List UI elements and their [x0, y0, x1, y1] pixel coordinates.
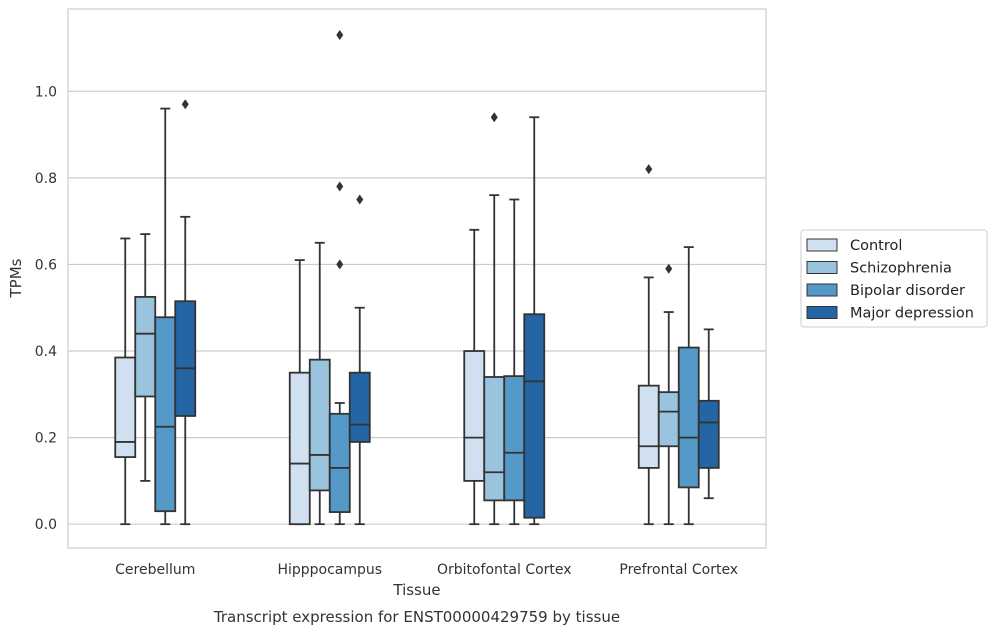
box-major-depression — [348, 194, 371, 526]
outlier-point — [336, 259, 344, 270]
legend: Control Schizophrenia Bipolar disorder Majo… — [800, 229, 988, 328]
y-tick-label: 0.6 — [35, 257, 57, 273]
box-schizophrenia — [308, 241, 331, 526]
box-schizophrenia — [657, 263, 680, 526]
box-iqr — [308, 358, 331, 492]
box-iqr — [328, 412, 351, 513]
box-bipolar-disorder — [503, 198, 526, 526]
y-axis-label: TPMs — [7, 258, 25, 298]
box-bipolar-disorder — [154, 107, 177, 526]
box-iqr — [697, 399, 720, 469]
box-iqr — [154, 316, 177, 513]
box-iqr — [174, 300, 197, 417]
box-bipolar-disorder — [328, 29, 351, 526]
box-control — [288, 259, 311, 526]
legend-label: Major depression — [850, 306, 974, 322]
box-iqr — [348, 371, 371, 443]
box-control — [637, 164, 660, 526]
outlier-point — [645, 164, 653, 175]
box-iqr — [677, 346, 700, 489]
x-tick-label: Hipppocampus — [277, 562, 382, 578]
box-groups — [114, 29, 720, 526]
x-axis-label: Tissue — [392, 581, 440, 599]
x-tick-label: Prefrontal Cortex — [619, 562, 738, 578]
y-tick-label: 0.0 — [35, 517, 57, 533]
legend-label: Control — [850, 238, 902, 254]
box-control — [114, 237, 137, 526]
box-iqr — [114, 356, 137, 458]
x-tick-label: Cerebellum — [115, 562, 195, 578]
legend-swatch — [806, 306, 838, 319]
x-tick-label: Orbitofontal Cortex — [437, 562, 572, 578]
box-iqr — [657, 391, 680, 448]
y-tick-labels: 0.0 0.2 0.4 0.6 0.8 1.0 — [35, 84, 57, 533]
outlier-point — [490, 112, 498, 123]
box-iqr — [288, 371, 311, 526]
box-iqr — [134, 295, 157, 398]
y-tick-label: 0.4 — [35, 344, 57, 360]
box-iqr — [523, 313, 546, 519]
box-major-depression — [174, 99, 197, 526]
y-tick-label: 1.0 — [35, 84, 57, 100]
box-major-depression — [697, 328, 720, 500]
legend-swatch — [806, 261, 838, 274]
outlier-point — [356, 194, 364, 205]
outlier-point — [665, 263, 673, 274]
outlier-point — [336, 29, 344, 40]
chart-caption: Transcript expression for ENST0000042975… — [213, 608, 620, 626]
plot-frame — [67, 8, 767, 549]
legend-label: Schizophrenia — [850, 261, 952, 277]
outlier-point — [181, 99, 189, 110]
box-iqr — [503, 375, 526, 502]
legend-swatch — [806, 283, 838, 297]
legend-label: Bipolar disorder — [850, 283, 965, 299]
outlier-point — [336, 181, 344, 192]
box-iqr — [637, 384, 660, 469]
x-tick-labels: Cerebellum Hipppocampus Orbitofontal Corte… — [115, 562, 738, 578]
y-tick-label: 0.8 — [35, 171, 57, 187]
box-iqr — [463, 350, 486, 482]
legend-frame — [800, 229, 988, 328]
box-iqr — [483, 376, 506, 502]
box-bipolar-disorder — [677, 246, 700, 526]
box-major-depression — [523, 116, 546, 526]
legend-swatch — [806, 238, 838, 252]
y-tick-label: 0.2 — [35, 431, 57, 447]
